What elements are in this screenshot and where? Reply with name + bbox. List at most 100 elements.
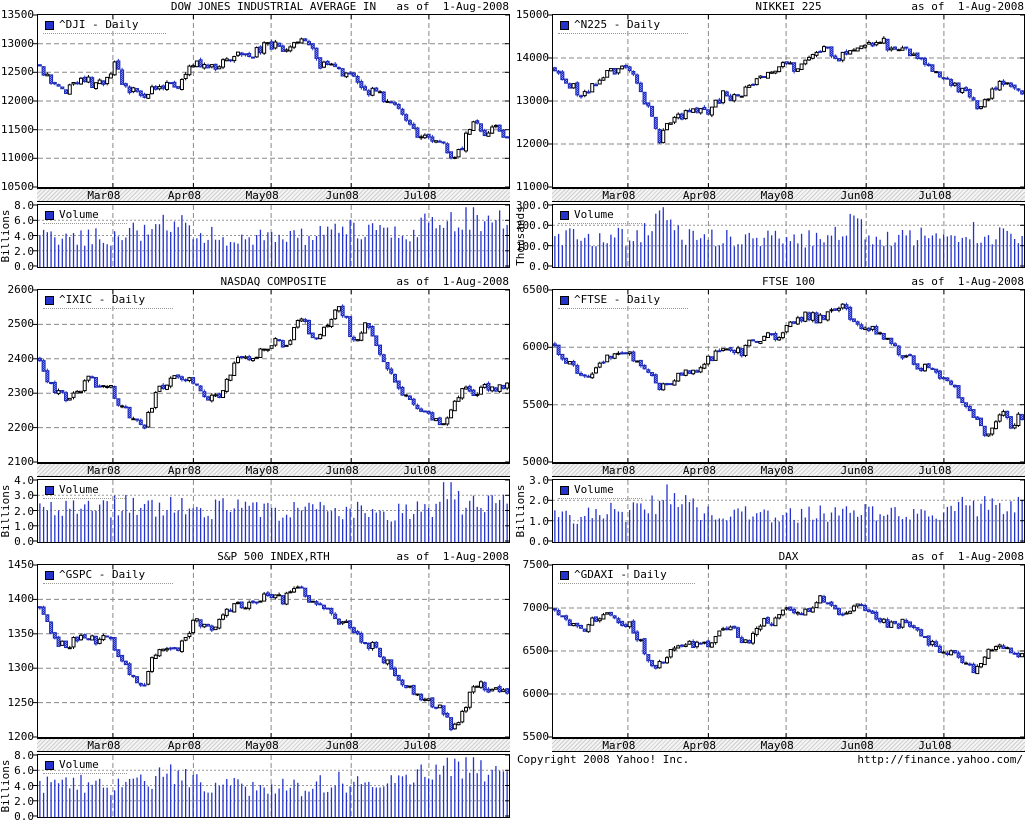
volume-axis-label: 8.0: [14, 749, 34, 762]
month-label: Jul08: [403, 464, 437, 477]
volume-axis-label: 0.0: [14, 810, 34, 823]
month-label: May08: [245, 464, 279, 477]
y-axis-label: 14000: [515, 51, 549, 64]
chart-titlebar: DOW JONES INDUSTRIAL AVERAGE IN as of 1-A…: [37, 1, 510, 13]
volume-axis-label: 2.0: [14, 794, 34, 808]
month-label: Jun08: [840, 189, 874, 202]
chart-title: NIKKEI 225: [755, 0, 822, 13]
source-url: http://finance.yahoo.com/: [857, 753, 1023, 766]
price-legend: ^DJI - Daily: [43, 17, 167, 34]
y-axis-label: 12000: [515, 137, 549, 150]
y-axis-label: 11500: [0, 122, 34, 136]
volume-panel: [33, 754, 510, 818]
month-label: Jun08: [325, 464, 359, 477]
volume-axis-label: 1.0: [529, 514, 549, 528]
volume-axis-label: 3.0: [14, 489, 34, 503]
volume-axis-label: 100.0: [515, 239, 549, 253]
volume-panel: [548, 479, 1025, 543]
date-axis-band: Mar08 Apr08 May08 Jun08 Jul08: [37, 738, 510, 752]
volume-legend-label: Volume: [59, 208, 99, 221]
month-label: Mar08: [87, 189, 121, 202]
month-label: May08: [760, 739, 794, 752]
price-panel: [33, 14, 510, 188]
volume-unit-label: Billions: [0, 484, 12, 538]
chart-cell-gspc: S&P 500 INDEX,RTH as of 1-Aug-2008 1200 125…: [0, 550, 515, 825]
volume-axis-label: 8.0: [14, 199, 34, 212]
as-of-date: as of 1-Aug-2008: [911, 0, 1024, 13]
y-axis-label: 13500: [0, 8, 34, 21]
month-label: May08: [760, 189, 794, 202]
volume-legend: Volume: [43, 482, 127, 499]
month-label: Jul08: [918, 189, 952, 202]
chart-titlebar: S&P 500 INDEX,RTH as of 1-Aug-2008: [37, 551, 510, 563]
legend-marker-icon: [45, 295, 54, 305]
y-axis-label: 2100: [7, 455, 35, 468]
legend-marker-icon: [560, 295, 569, 305]
y-axis-label: 6500: [522, 283, 550, 296]
price-legend: ^FTSE - Daily: [558, 292, 689, 309]
month-label: Mar08: [602, 464, 636, 477]
chart-titlebar: DAX as of 1-Aug-2008: [552, 551, 1025, 563]
as-of-date: as of 1-Aug-2008: [396, 275, 509, 288]
legend-label: ^FTSE - Daily: [574, 293, 661, 306]
month-label: Apr08: [167, 739, 201, 752]
price-panel: [33, 564, 510, 738]
volume-unit-label: Billions: [514, 484, 527, 538]
y-axis-label: 13000: [515, 94, 549, 107]
chart-footer: Copyright 2008 Yahoo! Inc. http://financ…: [517, 754, 1023, 766]
month-label: May08: [760, 464, 794, 477]
month-label: Apr08: [682, 464, 716, 477]
chart-title: FTSE 100: [762, 275, 815, 288]
chart-cell-dji: DOW JONES INDUSTRIAL AVERAGE IN as of 1-A…: [0, 0, 515, 275]
price-panel: [548, 14, 1025, 188]
as-of-date: as of 1-Aug-2008: [911, 275, 1024, 288]
month-label: Apr08: [167, 464, 201, 477]
month-label: Mar08: [602, 189, 636, 202]
volume-legend-label: Volume: [59, 758, 99, 771]
y-axis-label: 12500: [0, 65, 34, 79]
volume-axis-label: 6.0: [14, 764, 34, 778]
month-label: Jul08: [403, 189, 437, 202]
legend-marker-icon: [560, 20, 569, 30]
y-axis-label: 15000: [515, 8, 549, 21]
volume-legend: Volume: [43, 757, 127, 774]
month-label: Jun08: [325, 739, 359, 752]
legend-marker-icon: [45, 20, 54, 30]
chart-titlebar: NASDAQ COMPOSITE as of 1-Aug-2008: [37, 276, 510, 288]
y-axis-label: 1250: [7, 695, 35, 709]
copyright-text: Copyright 2008 Yahoo! Inc.: [517, 753, 690, 766]
volume-legend-label: Volume: [59, 483, 99, 496]
volume-unit-label: Billions: [0, 759, 12, 813]
price-legend: ^N225 - Daily: [558, 17, 689, 34]
volume-axis-label: 0.0: [529, 535, 549, 548]
y-axis-label: 1350: [7, 626, 35, 640]
y-axis-label: 10500: [0, 180, 34, 193]
volume-axis-label: 4.0: [14, 779, 34, 793]
y-axis-label: 11000: [0, 151, 34, 165]
month-label: Jul08: [918, 464, 952, 477]
volume-legend: Volume: [43, 207, 127, 224]
month-label: May08: [245, 189, 279, 202]
as-of-date: as of 1-Aug-2008: [911, 550, 1024, 563]
volume-axis-label: 300.0: [515, 199, 549, 212]
chart-titlebar: FTSE 100 as of 1-Aug-2008: [552, 276, 1025, 288]
y-axis-label: 6000: [522, 340, 550, 354]
volume-axis-label: 2.0: [14, 244, 34, 258]
volume-legend-label: Volume: [574, 208, 614, 221]
month-label: Jun08: [840, 464, 874, 477]
volume-unit-label: Thousands: [514, 206, 527, 266]
y-axis-label: 5500: [522, 397, 550, 411]
date-axis-band: Mar08 Apr08 May08 Jun08 Jul08: [552, 738, 1025, 752]
y-axis-label: 6500: [522, 644, 550, 657]
legend-marker-icon: [560, 210, 569, 220]
y-axis-label: 12000: [0, 94, 34, 107]
volume-panel: [33, 479, 510, 543]
chart-title: NASDAQ COMPOSITE: [220, 275, 327, 288]
month-label: Mar08: [602, 739, 636, 752]
volume-axis-label: 2.0: [529, 494, 549, 508]
volume-axis-label: 4.0: [14, 229, 34, 243]
volume-panel: [33, 204, 510, 268]
legend-label: ^GDAXI - Daily: [574, 568, 667, 581]
price-legend: ^GSPC - Daily: [43, 567, 174, 584]
legend-marker-icon: [45, 760, 54, 770]
